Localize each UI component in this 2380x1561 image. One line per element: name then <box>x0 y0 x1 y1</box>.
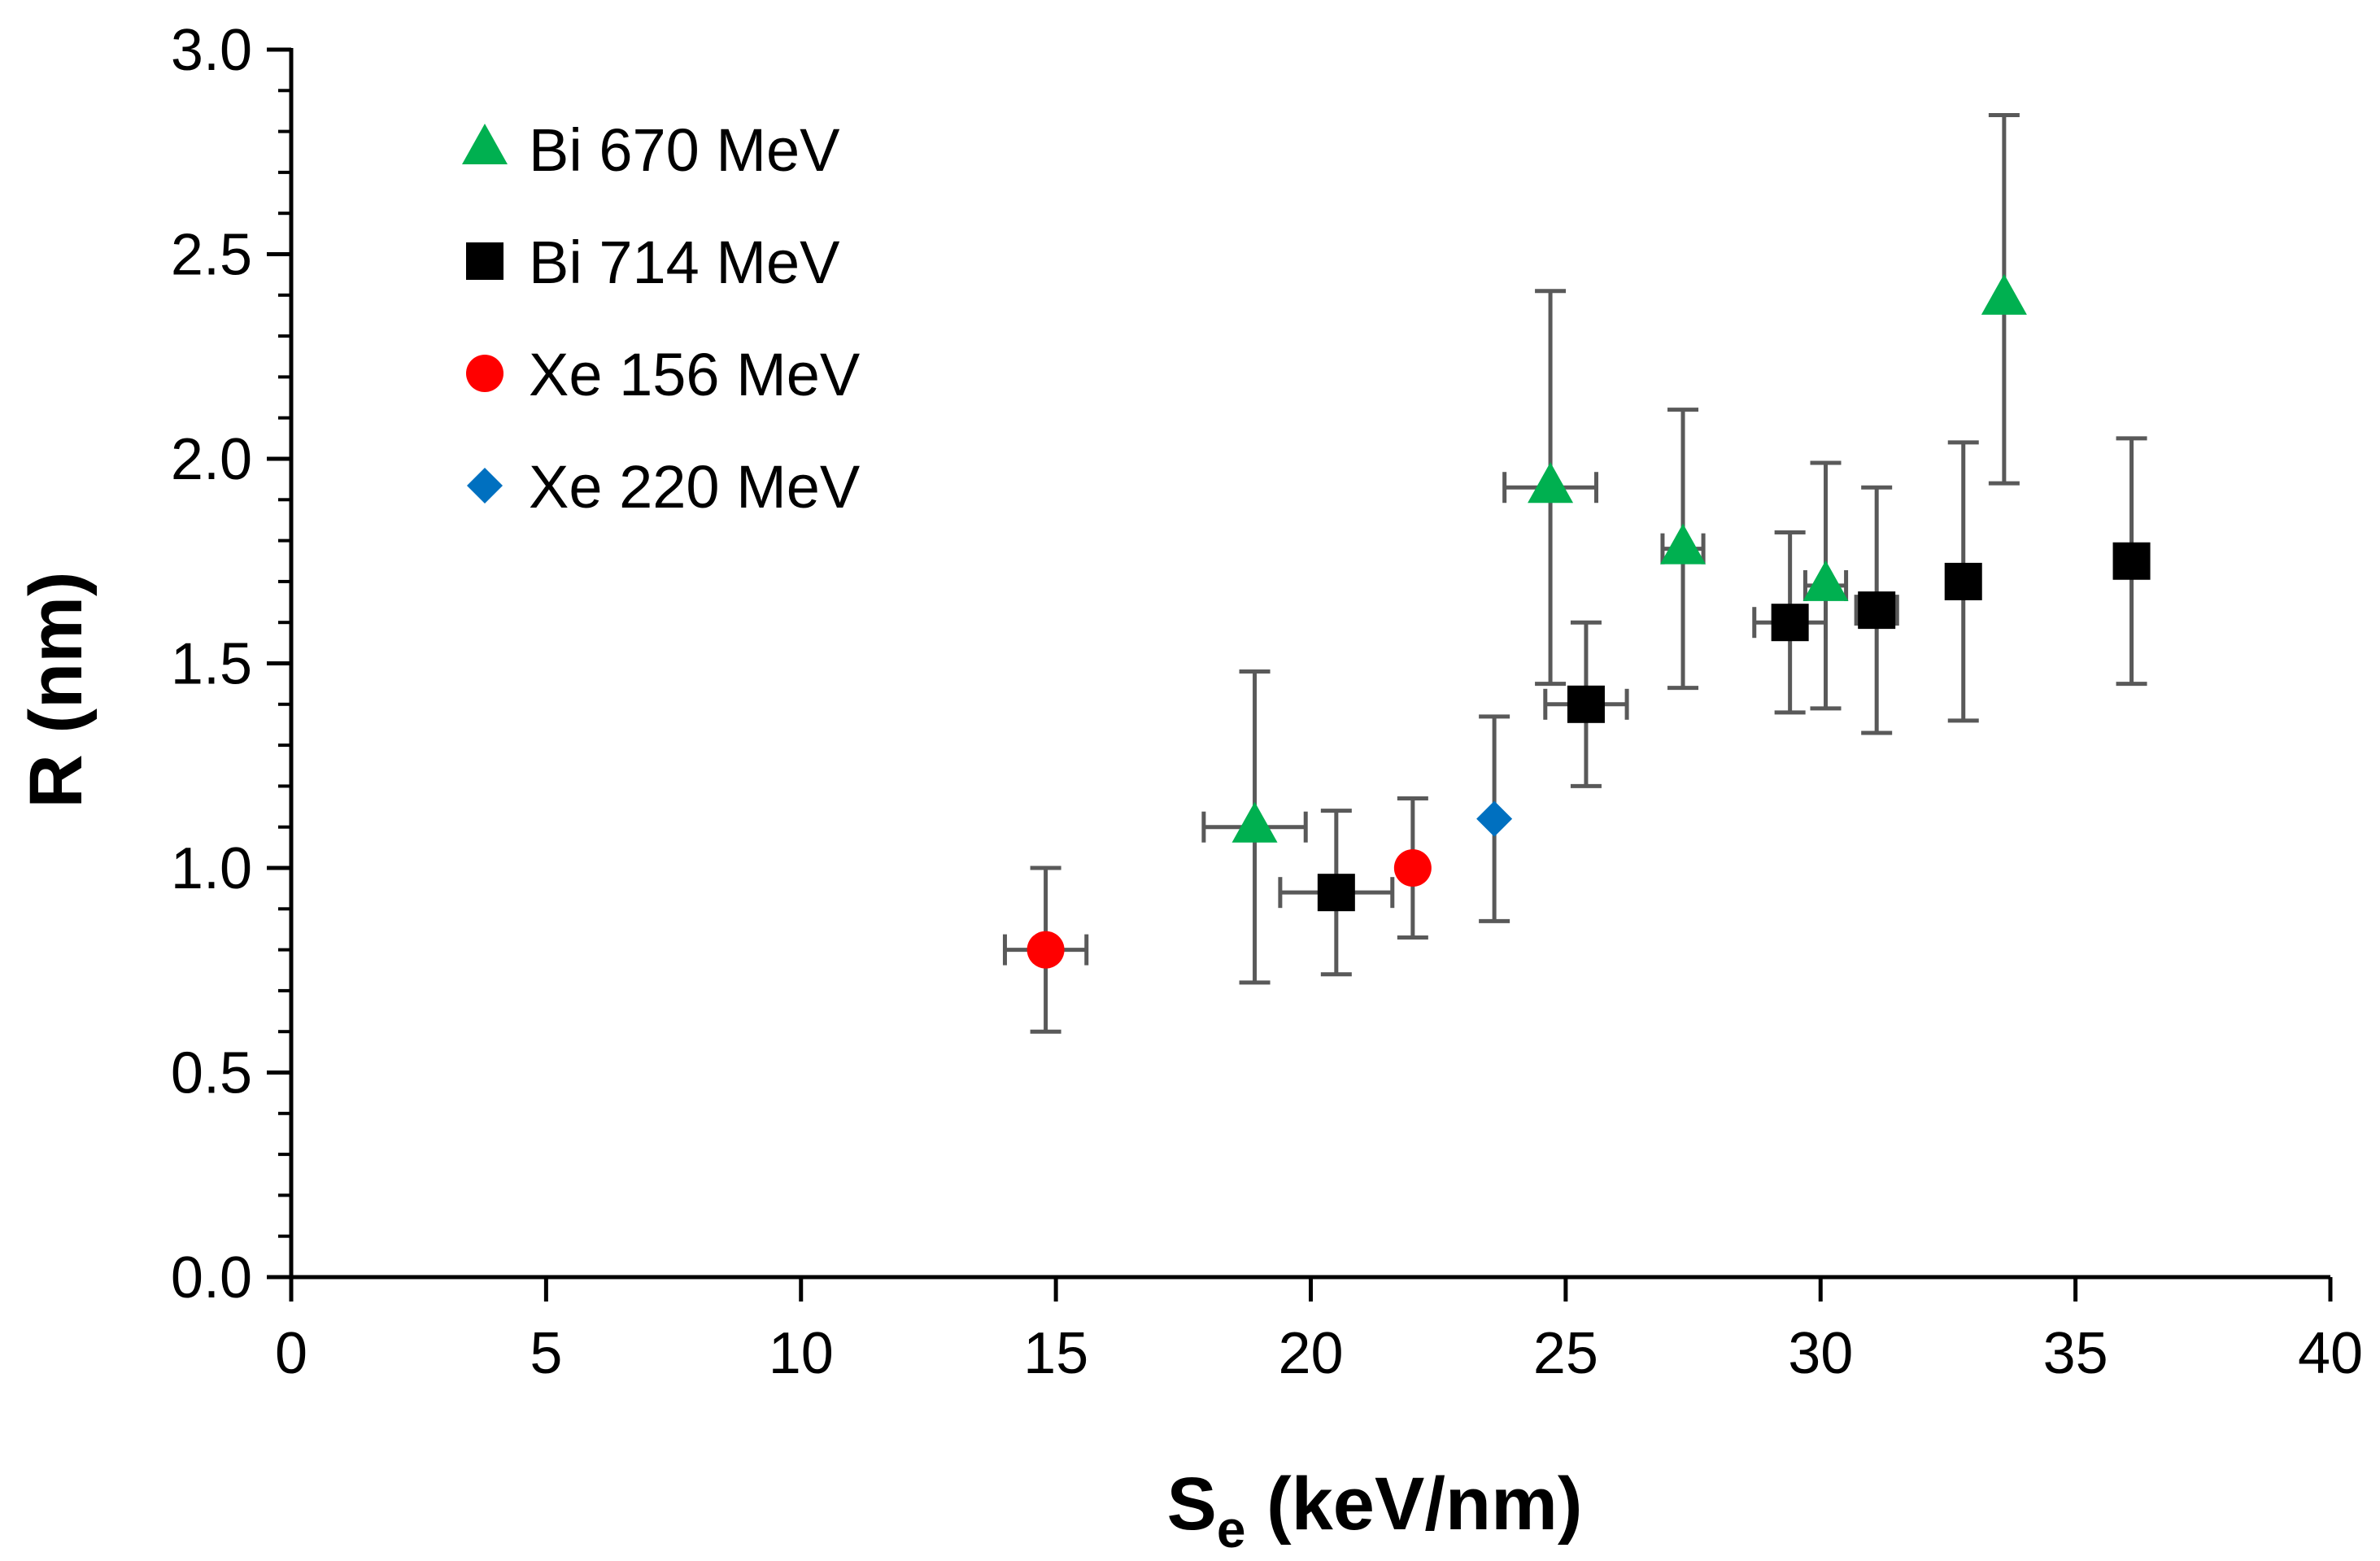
x-tick-label: 10 <box>769 1321 834 1386</box>
data-point-circle <box>1393 849 1432 887</box>
data-point-triangle <box>1802 560 1849 601</box>
data-point-triangle <box>1660 523 1707 565</box>
legend-marker-triangle <box>462 124 508 164</box>
x-tick-label: 5 <box>530 1321 562 1386</box>
y-tick-label: 2.5 <box>171 223 252 288</box>
x-tick-label: 40 <box>2298 1321 2363 1386</box>
legend-label: Bi 670 MeV <box>529 116 840 184</box>
data-point-square <box>1944 562 1982 600</box>
y-tick-label: 1.0 <box>171 836 252 901</box>
y-tick-label: 0.0 <box>171 1245 252 1310</box>
legend-label: Xe 220 MeV <box>529 453 861 521</box>
data-point-square <box>1858 591 1896 630</box>
x-axis-title-subscript: e <box>1217 1500 1246 1559</box>
x-tick-label: 25 <box>1533 1321 1598 1386</box>
data-point-triangle <box>1981 273 2027 315</box>
data-point-diamond <box>1476 800 1513 837</box>
y-axis-title: R (nm) <box>15 571 98 808</box>
x-tick-label: 20 <box>1278 1321 1343 1386</box>
x-axis-title-main: S <box>1166 1463 1216 1546</box>
data-point-square <box>1771 604 1809 642</box>
y-tick-label: 2.0 <box>171 427 252 492</box>
x-tick-label: 15 <box>1023 1321 1088 1386</box>
data-point-square <box>1567 685 1605 723</box>
legend-marker-circle <box>466 355 503 392</box>
x-axis-title: Se (keV/nm) <box>1166 1463 1582 1559</box>
legend-marker-square <box>466 242 503 280</box>
axes: 0.0 0.5 1.0 1.5 2.0 2.5 3.0 0 5 10 15 20 25 30 35 40 <box>171 18 2363 1386</box>
x-tick-label: 30 <box>1788 1321 1853 1386</box>
x-tick-label: 35 <box>2043 1321 2108 1386</box>
legend-label: Xe 156 MeV <box>529 341 861 408</box>
data-point-triangle <box>1528 462 1574 504</box>
y-tick-label: 0.5 <box>171 1041 252 1106</box>
data-point-circle <box>1027 931 1065 969</box>
data-point-square <box>2112 542 2151 580</box>
data-markers <box>1027 273 2151 969</box>
legend: Bi 670 MeV Bi 714 MeV Xe 156 MeV Xe 220 MeV <box>462 116 861 521</box>
legend-label: Bi 714 MeV <box>529 229 840 296</box>
x-axis-title-unit: (keV/nm) <box>1245 1463 1582 1546</box>
legend-marker-diamond <box>467 468 503 504</box>
data-point-square <box>1317 874 1355 912</box>
y-tick-label: 3.0 <box>171 18 252 83</box>
y-tick-label: 1.5 <box>171 632 252 697</box>
data-point-triangle <box>1231 801 1278 843</box>
x-tick-label: 0 <box>275 1321 307 1386</box>
